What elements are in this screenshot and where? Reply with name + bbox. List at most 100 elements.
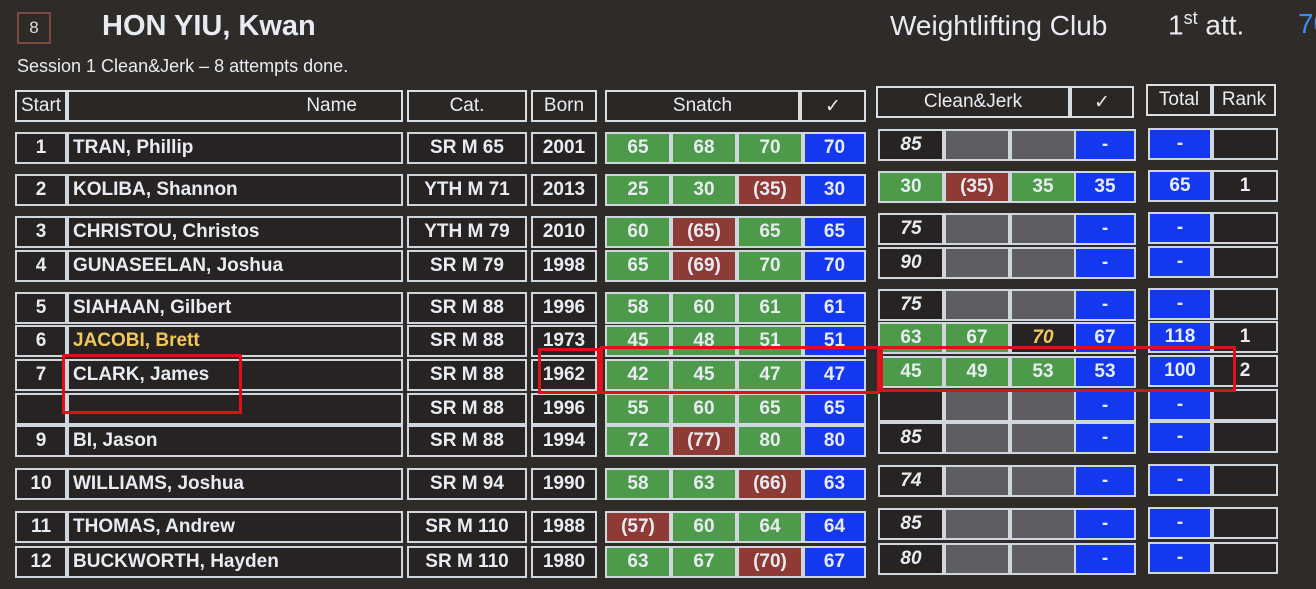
row-born-year: 1996 — [531, 393, 597, 425]
row-category: SR M 88 — [407, 425, 527, 457]
cj-attempt-2 — [944, 289, 1010, 321]
snatch-attempt-1: 58 — [605, 292, 671, 324]
row-total: - — [1148, 464, 1212, 496]
row-start-number: 10 — [15, 468, 67, 500]
cj-attempt-3 — [1010, 247, 1076, 279]
row-start-number — [15, 393, 67, 425]
snatch-attempt-2: 60 — [671, 511, 737, 543]
row-athlete-name: THOMAS, Andrew — [67, 511, 403, 543]
cj-best-cell: - — [1074, 390, 1136, 422]
row-start-number: 3 — [15, 216, 67, 248]
snatch-attempt-1: 65 — [605, 250, 671, 282]
row-start-number: 12 — [15, 546, 67, 578]
row-start-number: 4 — [15, 250, 67, 282]
cj-best-cell: - — [1074, 213, 1136, 245]
snatch-attempt-1: 25 — [605, 174, 671, 206]
cj-attempt-1: 45 — [878, 356, 944, 388]
cj-best-cell: 35 — [1074, 171, 1136, 203]
snatch-attempt-1: 42 — [605, 359, 671, 391]
snatch-best-cell: 65 — [803, 216, 866, 248]
row-total: - — [1148, 542, 1212, 574]
cj-attempt-3 — [1010, 390, 1076, 422]
snatch-attempt-1: 63 — [605, 546, 671, 578]
row-category: SR M 88 — [407, 325, 527, 357]
row-born-year: 2010 — [531, 216, 597, 248]
row-start-number: 7 — [15, 359, 67, 391]
snatch-best-cell: 64 — [803, 511, 866, 543]
row-rank: 1 — [1212, 170, 1278, 202]
snatch-best-cell: 70 — [803, 132, 866, 164]
row-rank — [1212, 288, 1278, 320]
row-start-number: 6 — [15, 325, 67, 357]
start-number-badge: 8 — [17, 12, 51, 44]
cj-attempt-1 — [878, 390, 944, 422]
cj-attempt-2 — [944, 422, 1010, 454]
snatch-attempt-3: (66) — [737, 468, 803, 500]
snatch-attempt-2: 67 — [671, 546, 737, 578]
row-category: SR M 79 — [407, 250, 527, 282]
snatch-attempt-2: 60 — [671, 393, 737, 425]
cj-attempt-3 — [1010, 213, 1076, 245]
row-start-number: 5 — [15, 292, 67, 324]
row-category: SR M 110 — [407, 546, 527, 578]
row-total: - — [1148, 507, 1212, 539]
snatch-attempt-1: 65 — [605, 132, 671, 164]
cj-attempt-1: 74 — [878, 465, 944, 497]
row-start-number: 2 — [15, 174, 67, 206]
cj-best-cell: - — [1074, 129, 1136, 161]
row-category: SR M 110 — [407, 511, 527, 543]
header-total: Total — [1146, 84, 1212, 116]
snatch-attempt-2: 60 — [671, 292, 737, 324]
row-category: YTH M 71 — [407, 174, 527, 206]
row-athlete-name: WILLIAMS, Joshua — [67, 468, 403, 500]
snatch-attempt-3: 80 — [737, 425, 803, 457]
row-rank — [1212, 128, 1278, 160]
row-rank — [1212, 542, 1278, 574]
row-rank — [1212, 507, 1278, 539]
cj-attempt-3 — [1010, 289, 1076, 321]
snatch-attempt-1: 55 — [605, 393, 671, 425]
row-category: SR M 88 — [407, 292, 527, 324]
snatch-best-cell: 70 — [803, 250, 866, 282]
highlight-box-born — [538, 348, 600, 394]
row-athlete-name: GUNASEELAN, Joshua — [67, 250, 403, 282]
snatch-attempt-1: 58 — [605, 468, 671, 500]
row-rank — [1212, 246, 1278, 278]
row-rank — [1212, 212, 1278, 244]
row-total: - — [1148, 212, 1212, 244]
row-category: SR M 65 — [407, 132, 527, 164]
cj-best-cell: - — [1074, 543, 1136, 575]
cj-best-cell: - — [1074, 247, 1136, 279]
row-rank — [1212, 389, 1278, 421]
cj-attempt-1: 85 — [878, 422, 944, 454]
cj-best-cell: 53 — [1074, 356, 1136, 388]
row-total: 100 — [1148, 355, 1212, 387]
snatch-best-cell: 80 — [803, 425, 866, 457]
row-born-year: 1980 — [531, 546, 597, 578]
cj-best-cell: - — [1074, 465, 1136, 497]
attempt-label: 1st att. — [1168, 8, 1244, 41]
row-start-number: 1 — [15, 132, 67, 164]
session-status: Session 1 Clean&Jerk – 8 attempts done. — [17, 56, 349, 76]
row-total: - — [1148, 246, 1212, 278]
club-name: Weightlifting Club — [890, 10, 1108, 41]
header-born: Born — [531, 90, 597, 122]
cj-attempt-3 — [1010, 465, 1076, 497]
row-rank: 2 — [1212, 355, 1278, 387]
cj-attempt-2: (35) — [944, 171, 1010, 203]
row-born-year: 1990 — [531, 468, 597, 500]
row-total: - — [1148, 421, 1212, 453]
snatch-attempt-1: 45 — [605, 325, 671, 357]
row-athlete-name: BUCKWORTH, Hayden — [67, 546, 403, 578]
snatch-attempt-2: (77) — [671, 425, 737, 457]
cj-attempt-1: 85 — [878, 508, 944, 540]
requested-weight: 70 — [1298, 8, 1316, 39]
header-name: Name — [67, 90, 403, 122]
highlight-box-clean-jerk — [880, 346, 1236, 392]
snatch-attempt-3: 61 — [737, 292, 803, 324]
row-born-year: 2013 — [531, 174, 597, 206]
cj-attempt-2 — [944, 390, 1010, 422]
row-athlete-name: JACOBI, Brett — [67, 325, 403, 357]
row-category: SR M 88 — [407, 359, 527, 391]
cj-attempt-2 — [944, 213, 1010, 245]
